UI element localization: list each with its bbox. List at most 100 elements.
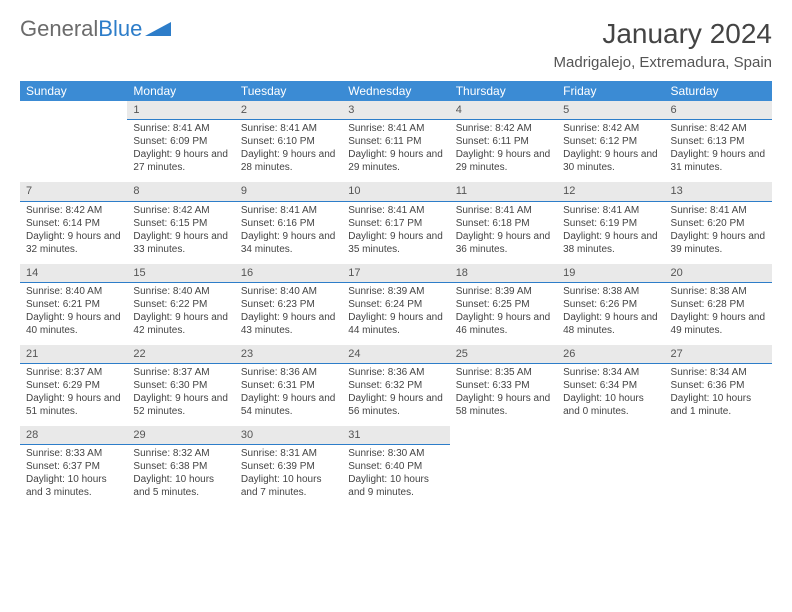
sunset-text: Sunset: 6:14 PM bbox=[26, 217, 121, 230]
calendar-cell bbox=[450, 426, 557, 507]
day-content: Sunrise: 8:37 AMSunset: 6:29 PMDaylight:… bbox=[20, 364, 127, 426]
day-number: 6 bbox=[665, 101, 772, 120]
day-content: Sunrise: 8:31 AMSunset: 6:39 PMDaylight:… bbox=[235, 445, 342, 507]
day-number: 16 bbox=[235, 264, 342, 283]
day-content: Sunrise: 8:36 AMSunset: 6:31 PMDaylight:… bbox=[235, 364, 342, 426]
calendar-cell: 17Sunrise: 8:39 AMSunset: 6:24 PMDayligh… bbox=[342, 264, 449, 345]
sunset-text: Sunset: 6:31 PM bbox=[241, 379, 336, 392]
day-number: 24 bbox=[342, 345, 449, 364]
sunset-text: Sunset: 6:11 PM bbox=[456, 135, 551, 148]
day-content: Sunrise: 8:42 AMSunset: 6:12 PMDaylight:… bbox=[557, 120, 664, 182]
daylight-text: Daylight: 9 hours and 46 minutes. bbox=[456, 311, 551, 337]
day-number: 14 bbox=[20, 264, 127, 283]
day-number bbox=[557, 426, 664, 445]
logo-text-general: General bbox=[20, 18, 98, 40]
sunrise-text: Sunrise: 8:31 AM bbox=[241, 447, 336, 460]
day-number: 1 bbox=[127, 101, 234, 120]
sunset-text: Sunset: 6:10 PM bbox=[241, 135, 336, 148]
sunset-text: Sunset: 6:15 PM bbox=[133, 217, 228, 230]
sunrise-text: Sunrise: 8:41 AM bbox=[348, 204, 443, 217]
day-number: 11 bbox=[450, 182, 557, 201]
sunrise-text: Sunrise: 8:36 AM bbox=[348, 366, 443, 379]
day-number: 9 bbox=[235, 182, 342, 201]
weekday-header: Monday bbox=[127, 81, 234, 101]
daylight-text: Daylight: 10 hours and 7 minutes. bbox=[241, 473, 336, 499]
day-content: Sunrise: 8:34 AMSunset: 6:36 PMDaylight:… bbox=[665, 364, 772, 426]
sunset-text: Sunset: 6:18 PM bbox=[456, 217, 551, 230]
day-number: 18 bbox=[450, 264, 557, 283]
day-number: 12 bbox=[557, 182, 664, 201]
calendar-cell: 5Sunrise: 8:42 AMSunset: 6:12 PMDaylight… bbox=[557, 101, 664, 182]
day-content: Sunrise: 8:41 AMSunset: 6:10 PMDaylight:… bbox=[235, 120, 342, 182]
sunrise-text: Sunrise: 8:41 AM bbox=[456, 204, 551, 217]
sunrise-text: Sunrise: 8:40 AM bbox=[133, 285, 228, 298]
day-content: Sunrise: 8:41 AMSunset: 6:09 PMDaylight:… bbox=[127, 120, 234, 182]
daylight-text: Daylight: 9 hours and 49 minutes. bbox=[671, 311, 766, 337]
calendar-cell: 25Sunrise: 8:35 AMSunset: 6:33 PMDayligh… bbox=[450, 345, 557, 426]
day-content: Sunrise: 8:38 AMSunset: 6:28 PMDaylight:… bbox=[665, 283, 772, 345]
sunrise-text: Sunrise: 8:32 AM bbox=[133, 447, 228, 460]
calendar-body: 1Sunrise: 8:41 AMSunset: 6:09 PMDaylight… bbox=[20, 101, 772, 507]
day-number: 29 bbox=[127, 426, 234, 445]
calendar-cell: 23Sunrise: 8:36 AMSunset: 6:31 PMDayligh… bbox=[235, 345, 342, 426]
daylight-text: Daylight: 9 hours and 39 minutes. bbox=[671, 230, 766, 256]
sunset-text: Sunset: 6:26 PM bbox=[563, 298, 658, 311]
sunset-text: Sunset: 6:12 PM bbox=[563, 135, 658, 148]
daylight-text: Daylight: 9 hours and 40 minutes. bbox=[26, 311, 121, 337]
day-content: Sunrise: 8:40 AMSunset: 6:23 PMDaylight:… bbox=[235, 283, 342, 345]
day-content: Sunrise: 8:41 AMSunset: 6:20 PMDaylight:… bbox=[665, 202, 772, 264]
sunset-text: Sunset: 6:17 PM bbox=[348, 217, 443, 230]
sunset-text: Sunset: 6:13 PM bbox=[671, 135, 766, 148]
weekday-header: Wednesday bbox=[342, 81, 449, 101]
calendar-cell: 16Sunrise: 8:40 AMSunset: 6:23 PMDayligh… bbox=[235, 264, 342, 345]
day-content bbox=[665, 445, 772, 507]
sunset-text: Sunset: 6:24 PM bbox=[348, 298, 443, 311]
sunrise-text: Sunrise: 8:34 AM bbox=[563, 366, 658, 379]
day-number: 4 bbox=[450, 101, 557, 120]
calendar-cell: 7Sunrise: 8:42 AMSunset: 6:14 PMDaylight… bbox=[20, 182, 127, 263]
daylight-text: Daylight: 9 hours and 58 minutes. bbox=[456, 392, 551, 418]
sunset-text: Sunset: 6:22 PM bbox=[133, 298, 228, 311]
daylight-text: Daylight: 9 hours and 28 minutes. bbox=[241, 148, 336, 174]
sunrise-text: Sunrise: 8:41 AM bbox=[348, 122, 443, 135]
calendar-cell: 27Sunrise: 8:34 AMSunset: 6:36 PMDayligh… bbox=[665, 345, 772, 426]
day-number: 22 bbox=[127, 345, 234, 364]
calendar-cell: 15Sunrise: 8:40 AMSunset: 6:22 PMDayligh… bbox=[127, 264, 234, 345]
logo: GeneralBlue bbox=[20, 18, 171, 40]
sunset-text: Sunset: 6:11 PM bbox=[348, 135, 443, 148]
day-content: Sunrise: 8:42 AMSunset: 6:13 PMDaylight:… bbox=[665, 120, 772, 182]
daylight-text: Daylight: 9 hours and 38 minutes. bbox=[563, 230, 658, 256]
calendar-cell: 20Sunrise: 8:38 AMSunset: 6:28 PMDayligh… bbox=[665, 264, 772, 345]
sunrise-text: Sunrise: 8:41 AM bbox=[671, 204, 766, 217]
location-text: Madrigalejo, Extremadura, Spain bbox=[554, 54, 772, 71]
sunrise-text: Sunrise: 8:42 AM bbox=[563, 122, 658, 135]
sunrise-text: Sunrise: 8:41 AM bbox=[133, 122, 228, 135]
sunset-text: Sunset: 6:29 PM bbox=[26, 379, 121, 392]
sunset-text: Sunset: 6:38 PM bbox=[133, 460, 228, 473]
day-number: 3 bbox=[342, 101, 449, 120]
sunrise-text: Sunrise: 8:33 AM bbox=[26, 447, 121, 460]
daylight-text: Daylight: 9 hours and 51 minutes. bbox=[26, 392, 121, 418]
sunrise-text: Sunrise: 8:35 AM bbox=[456, 366, 551, 379]
calendar-cell: 1Sunrise: 8:41 AMSunset: 6:09 PMDaylight… bbox=[127, 101, 234, 182]
day-number: 26 bbox=[557, 345, 664, 364]
sunset-text: Sunset: 6:21 PM bbox=[26, 298, 121, 311]
day-number: 31 bbox=[342, 426, 449, 445]
weekday-header: Friday bbox=[557, 81, 664, 101]
day-content: Sunrise: 8:41 AMSunset: 6:11 PMDaylight:… bbox=[342, 120, 449, 182]
day-content: Sunrise: 8:38 AMSunset: 6:26 PMDaylight:… bbox=[557, 283, 664, 345]
sunrise-text: Sunrise: 8:42 AM bbox=[26, 204, 121, 217]
day-number: 25 bbox=[450, 345, 557, 364]
calendar-cell: 26Sunrise: 8:34 AMSunset: 6:34 PMDayligh… bbox=[557, 345, 664, 426]
calendar-row: 28Sunrise: 8:33 AMSunset: 6:37 PMDayligh… bbox=[20, 426, 772, 507]
day-content: Sunrise: 8:41 AMSunset: 6:18 PMDaylight:… bbox=[450, 202, 557, 264]
sunrise-text: Sunrise: 8:40 AM bbox=[241, 285, 336, 298]
daylight-text: Daylight: 9 hours and 43 minutes. bbox=[241, 311, 336, 337]
day-content: Sunrise: 8:35 AMSunset: 6:33 PMDaylight:… bbox=[450, 364, 557, 426]
calendar-row: 21Sunrise: 8:37 AMSunset: 6:29 PMDayligh… bbox=[20, 345, 772, 426]
day-content: Sunrise: 8:39 AMSunset: 6:24 PMDaylight:… bbox=[342, 283, 449, 345]
day-number: 30 bbox=[235, 426, 342, 445]
sunrise-text: Sunrise: 8:41 AM bbox=[241, 122, 336, 135]
calendar-cell: 30Sunrise: 8:31 AMSunset: 6:39 PMDayligh… bbox=[235, 426, 342, 507]
day-content: Sunrise: 8:42 AMSunset: 6:15 PMDaylight:… bbox=[127, 202, 234, 264]
